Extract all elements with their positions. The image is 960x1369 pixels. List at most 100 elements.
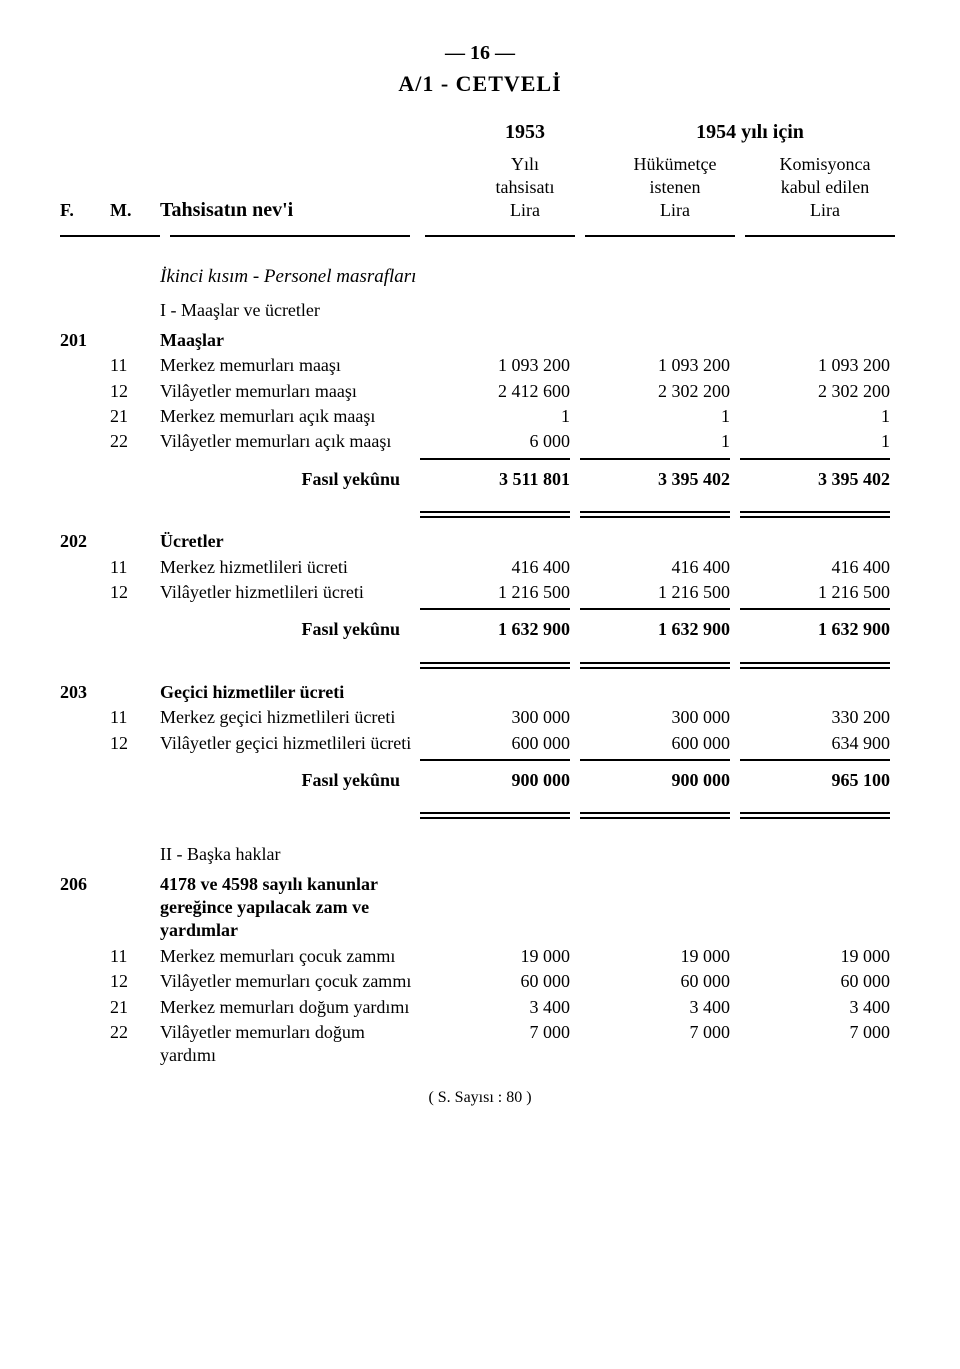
m-cell: 12 [110,732,160,755]
value-cell: 416 400 [420,556,580,579]
underline-row [60,456,900,460]
value-cell: 634 900 [740,732,900,755]
value-cell: 1 216 500 [580,581,740,604]
desc-cell: Merkez memurları çocuk zammı [160,945,420,968]
table-title: A/1 - CETVELİ [60,70,900,99]
m-cell: 12 [110,380,160,403]
m-cell: 21 [110,405,160,428]
value-cell: 1 [580,430,740,453]
value-cell: 7 000 [580,1021,740,1044]
value-cell: 7 000 [740,1021,900,1044]
fasil-total-203: Fasıl yekûnu 900 000 900 000 965 100 [60,769,900,792]
title-202: Ücretler [160,530,420,553]
total-value: 1 632 900 [740,618,900,641]
value-cell: 1 093 200 [580,354,740,377]
total-value: 1 632 900 [580,618,740,641]
desc-cell: Merkez memurları maaşı [160,354,420,377]
value-cell: 1 [420,405,580,428]
m-cell: 11 [110,354,160,377]
row-203-title: 203 Geçici hizmetliler ücreti [60,681,900,704]
underline-row [60,606,900,610]
desc-cell: Vilâyetler geçici hizmetlileri ücreti [160,732,420,755]
value-cell: 1 216 500 [740,581,900,604]
value-cell: 19 000 [740,945,900,968]
table-row: 21 Merkez memurları doğum yardımı 3 400 … [60,996,900,1019]
desc-cell: Merkez hizmetlileri ücreti [160,556,420,579]
table-row: 11 Merkez geçici hizmetlileri ücreti 300… [60,706,900,729]
f-201: 201 [60,329,110,352]
page-footer: ( S. Sayısı : 80 ) [60,1088,900,1109]
value-cell: 6 000 [420,430,580,453]
header-col1-sub3: Lira [450,199,600,222]
value-cell: 3 400 [420,996,580,1019]
title-206: 4178 ve 4598 sayılı kanunlar gereğince y… [160,873,420,943]
table-header: 1953 1954 yılı için [60,119,900,145]
m-cell: 21 [110,996,160,1019]
section-personel-title: İkinci kısım - Personel masrafları [160,265,900,290]
value-cell: 60 000 [420,970,580,993]
row-202-title: 202 Ücretler [60,530,900,553]
subsection-i: I - Maaşlar ve ücretler [160,299,900,322]
header-col2-sub3: Lira [600,199,750,222]
desc-cell: Vilâyetler memurları çocuk zammı [160,970,420,993]
value-cell: 60 000 [740,970,900,993]
title-201: Maaşlar [160,329,420,352]
value-cell: 1 [580,405,740,428]
header-col2-sub2: istenen [600,176,750,199]
table-row: 12 Vilâyetler memurları çocuk zammı 60 0… [60,970,900,993]
header-desc: Tahsisatın nev'i [160,197,450,223]
desc-cell: Vilâyetler hizmetlileri ücreti [160,581,420,604]
value-cell: 2 302 200 [740,380,900,403]
table-row: 22 Vilâyetler memurları açık maaşı 6 000… [60,430,900,453]
header-m: M. [110,199,160,222]
value-cell: 19 000 [420,945,580,968]
desc-cell: Vilâyetler memurları açık maaşı [160,430,420,453]
total-value: 965 100 [740,769,900,792]
header-col3-sub2: kabul edilen [750,176,900,199]
value-cell: 300 000 [420,706,580,729]
underline-row [60,757,900,761]
table-row: 21 Merkez memurları açık maaşı 1 1 1 [60,405,900,428]
total-value: 3 395 402 [580,468,740,491]
value-cell: 1 [740,405,900,428]
header-col2-sub1: Hükümetçe [600,153,750,176]
f-203: 203 [60,681,110,704]
total-value: 900 000 [580,769,740,792]
value-cell: 60 000 [580,970,740,993]
value-cell: 1 093 200 [420,354,580,377]
header-col1-sub1: Yılı [450,153,600,176]
total-value: 1 632 900 [420,618,580,641]
desc-cell: Merkez geçici hizmetlileri ücreti [160,706,420,729]
m-cell: 12 [110,970,160,993]
subsection-ii: II - Başka haklar [160,843,900,866]
double-underline-row [60,658,900,669]
total-label: Fasıl yekûnu [160,468,420,491]
value-cell: 1 216 500 [420,581,580,604]
desc-cell: Vilâyetler memurları maaşı [160,380,420,403]
table-row: 11 Merkez memurları maaşı 1 093 200 1 09… [60,354,900,377]
header-col3-sub3: Lira [750,199,900,222]
f-206: 206 [60,873,110,896]
value-cell: 1 [740,430,900,453]
m-cell: 11 [110,556,160,579]
m-cell: 11 [110,945,160,968]
header-col1-sub2: tahsisatı [450,176,600,199]
header-f: F. [60,199,110,222]
row-206-title: 206 4178 ve 4598 sayılı kanunlar gereğin… [60,873,900,943]
value-cell: 19 000 [580,945,740,968]
m-cell: 11 [110,706,160,729]
value-cell: 2 302 200 [580,380,740,403]
header-year-1954: 1954 yılı için [600,119,900,145]
m-cell: 22 [110,430,160,453]
double-underline-row [60,808,900,819]
total-label: Fasıl yekûnu [160,769,420,792]
value-cell: 2 412 600 [420,380,580,403]
table-row: 12 Vilâyetler geçici hizmetlileri ücreti… [60,732,900,755]
row-201-title: 201 Maaşlar [60,329,900,352]
fasil-total-202: Fasıl yekûnu 1 632 900 1 632 900 1 632 9… [60,618,900,641]
table-row: 11 Merkez memurları çocuk zammı 19 000 1… [60,945,900,968]
header-col3-sub1: Komisyonca [750,153,900,176]
m-cell: 12 [110,581,160,604]
value-cell: 600 000 [420,732,580,755]
table-row: 11 Merkez hizmetlileri ücreti 416 400 41… [60,556,900,579]
